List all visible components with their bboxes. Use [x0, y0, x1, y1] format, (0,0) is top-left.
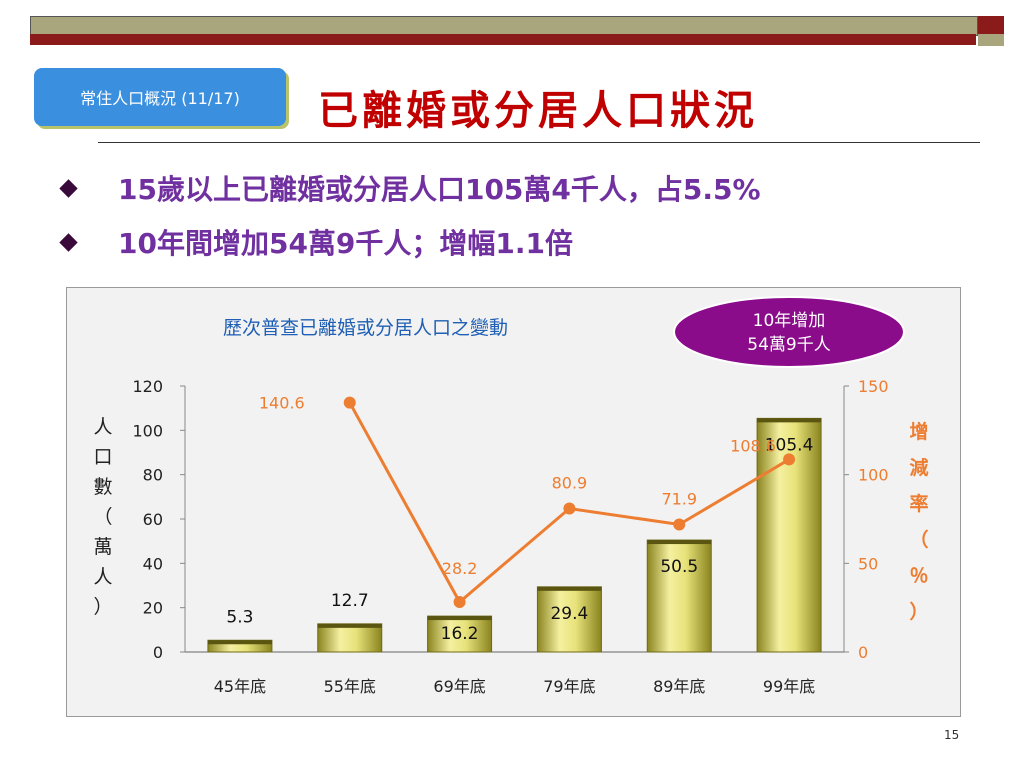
chart-title: 歷次普查已離婚或分居人口之變動 — [223, 317, 508, 339]
diamond-bullet-icon — [59, 233, 78, 252]
chart-frame: 歷次普查已離婚或分居人口之變動 10年增加 54萬9千人 0 20 40 60 80 10… — [66, 287, 961, 717]
bullet-text: 10年間增加54萬9千人；增幅1.1倍 — [118, 227, 574, 260]
title-divider — [98, 142, 980, 143]
x-tick-label: 79年底 — [543, 677, 595, 696]
y2-axis-label-char: 率 — [909, 492, 928, 515]
bar — [536, 586, 602, 653]
bar-value-label: 5.3 — [226, 607, 253, 627]
header-bar-accent — [30, 34, 976, 45]
y2-axis-label-char: ％ — [909, 565, 928, 587]
rate-point — [563, 502, 576, 515]
page-number: 15 — [944, 728, 960, 742]
rate-point — [453, 595, 466, 608]
bar-value-label: 29.4 — [550, 604, 588, 624]
bar-top-edge — [317, 623, 382, 628]
rate-value-label: 71.9 — [661, 489, 697, 508]
y2-tick-label: 100 — [858, 466, 889, 485]
x-tick-label: 55年底 — [324, 677, 376, 696]
callout-line-2: 54萬9千人 — [747, 335, 830, 355]
y-tick-label: 0 — [153, 643, 163, 662]
rate-line — [348, 401, 790, 605]
bar-top-edge — [537, 586, 602, 591]
bar-top-edge — [427, 616, 492, 621]
rate-value-label: 108.6 — [730, 436, 776, 455]
y-axis-label-char: 數 — [93, 476, 112, 498]
y2-axis-label-char: 增 — [909, 420, 928, 443]
bar — [427, 615, 493, 653]
section-tag: 常住人口概況 (11/17) — [34, 68, 286, 126]
bar-value-label: 50.5 — [660, 557, 698, 577]
bar-top-edge — [647, 540, 712, 545]
y2-tick-label: 0 — [858, 643, 868, 662]
y-axis-label-char: 人 — [93, 416, 112, 438]
rate-value-label: 80.9 — [552, 474, 588, 493]
bar-top-edge — [757, 418, 822, 423]
y-axis-label-char: 口 — [93, 446, 112, 468]
y2-tick-label: 150 — [858, 377, 889, 396]
y2-axis-label-char: ） — [909, 600, 928, 623]
x-tick-label: 99年底 — [763, 677, 815, 696]
rate-point — [343, 396, 356, 409]
header-corner-block — [978, 16, 1004, 34]
y-tick-label: 20 — [143, 599, 163, 618]
y2-axis-label-char: 減 — [909, 456, 928, 479]
bar-value-label: 105.4 — [765, 435, 814, 455]
rate-point — [673, 518, 686, 531]
header-corner-block-lower — [978, 34, 1004, 46]
y-axis-label-char: 萬 — [93, 536, 112, 558]
rate-point — [783, 453, 796, 466]
y-axis-label-char: 人 — [93, 566, 112, 588]
y2-tick-label: 50 — [858, 554, 878, 573]
y-tick-label: 60 — [143, 510, 163, 529]
y2-axis-label-char: （ — [909, 528, 928, 551]
y-axis-label-char: （ — [93, 506, 112, 528]
y-tick-label: 80 — [143, 466, 163, 485]
rate-value-label: 140.6 — [259, 394, 305, 413]
x-tick-label: 89年底 — [653, 677, 705, 696]
bar — [646, 539, 712, 653]
y-tick-label: 40 — [143, 554, 163, 573]
bar-top-edge — [207, 640, 272, 645]
chart: 歷次普查已離婚或分居人口之變動 10年增加 54萬9千人 0 20 40 60 80 10… — [93, 296, 929, 696]
slide-title: 已離婚或分居人口狀況 — [318, 87, 758, 134]
y-tick-label: 120 — [132, 377, 163, 396]
bullet-text: 15歲以上已離婚或分居人口105萬4千人，占5.5% — [118, 173, 761, 206]
bar-value-label: 12.7 — [331, 591, 369, 611]
y-axis-label-char: ） — [93, 596, 112, 618]
rate-value-label: 28.2 — [442, 559, 478, 578]
bar-value-label: 16.2 — [441, 624, 479, 644]
x-tick-label: 69年底 — [433, 677, 485, 696]
bar — [756, 417, 822, 653]
callout-badge: 10年增加 54萬9千人 — [673, 296, 905, 368]
header-bar — [30, 16, 978, 36]
x-tick-label: 45年底 — [214, 677, 266, 696]
callout-line-1: 10年增加 — [753, 311, 826, 331]
bar — [317, 623, 383, 653]
y-tick-label: 100 — [132, 421, 163, 440]
diamond-bullet-icon — [59, 179, 78, 198]
